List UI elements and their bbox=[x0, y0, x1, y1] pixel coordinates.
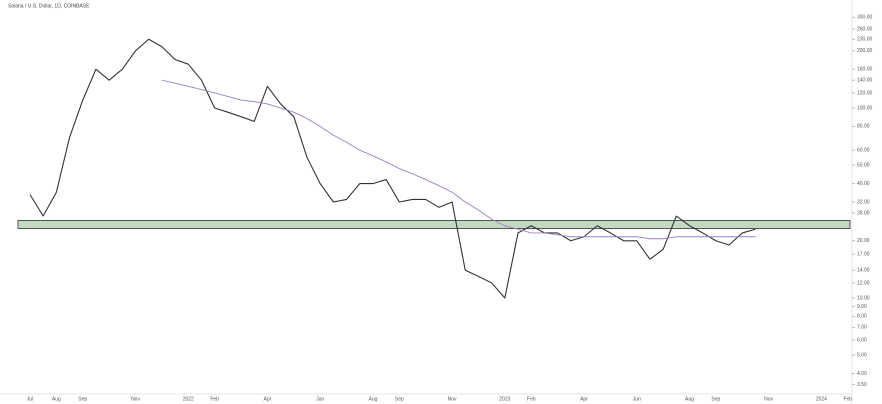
x-tick-label: Sep bbox=[395, 396, 404, 402]
y-tick-label: 140.00 bbox=[857, 78, 873, 84]
y-tick-label: 4.00 bbox=[857, 371, 867, 377]
x-tick-label: Aug bbox=[368, 396, 377, 402]
y-tick-label: 28.00 bbox=[857, 210, 870, 216]
x-tick-label: Nov bbox=[764, 396, 773, 402]
x-tick-label: Aug bbox=[685, 396, 694, 402]
y-tick-label: 6.00 bbox=[857, 337, 867, 343]
price-line bbox=[29, 38, 756, 299]
y-tick-label: 9.00 bbox=[857, 304, 867, 310]
x-tick-label: Feb bbox=[843, 396, 852, 402]
x-tick-label: Jun bbox=[316, 396, 324, 402]
y-tick-label: 32.00 bbox=[857, 199, 870, 205]
moving-average-line bbox=[161, 79, 756, 240]
y-tick-label: 120.00 bbox=[857, 90, 873, 96]
x-tick-label: Sep bbox=[711, 396, 720, 402]
y-tick-label: 8.00 bbox=[857, 314, 867, 320]
y-tick-label: 160.00 bbox=[857, 67, 873, 73]
y-tick-label: 12.00 bbox=[857, 280, 870, 286]
y-tick-label: 7.00 bbox=[857, 325, 867, 331]
x-tick-label: 2024 bbox=[816, 396, 827, 402]
y-tick-label: 300.00 bbox=[857, 15, 873, 21]
support-zone bbox=[17, 220, 851, 229]
y-tick-label: 14.00 bbox=[857, 268, 870, 274]
y-tick-label: 20.00 bbox=[857, 238, 870, 244]
x-tick-label: Apr bbox=[264, 396, 272, 402]
y-tick-label: 40.00 bbox=[857, 181, 870, 187]
y-tick-label: 100.00 bbox=[857, 105, 873, 111]
x-tick-label: Aug bbox=[52, 396, 61, 402]
y-tick-label: 80.00 bbox=[857, 124, 870, 130]
x-tick-label: Jul bbox=[27, 396, 33, 402]
y-tick-label: 50.00 bbox=[857, 163, 870, 169]
y-tick-label: 5.00 bbox=[857, 353, 867, 359]
x-tick-label: Nov bbox=[448, 396, 457, 402]
y-tick-label: 260.00 bbox=[857, 26, 873, 32]
x-tick-label: Nov bbox=[131, 396, 140, 402]
y-tick-label: 17.00 bbox=[857, 252, 870, 258]
y-tick-label: 3.50 bbox=[857, 382, 867, 388]
x-tick-label: Sep bbox=[78, 396, 87, 402]
x-tick-label: 2022 bbox=[183, 396, 194, 402]
x-tick-label: Jun bbox=[633, 396, 641, 402]
y-tick-label: 60.00 bbox=[857, 147, 870, 153]
x-tick-label: Feb bbox=[527, 396, 536, 402]
x-tick-label: Apr bbox=[580, 396, 588, 402]
x-tick-label: 2023 bbox=[499, 396, 510, 402]
y-tick-label: 10.00 bbox=[857, 295, 870, 301]
y-tick-label: 230.00 bbox=[857, 37, 873, 43]
x-tick-label: Feb bbox=[210, 396, 219, 402]
chart-title: Solana / U.S. Dollar, 1D, COINBASE bbox=[8, 3, 90, 9]
y-tick-label: 200.00 bbox=[857, 48, 873, 54]
